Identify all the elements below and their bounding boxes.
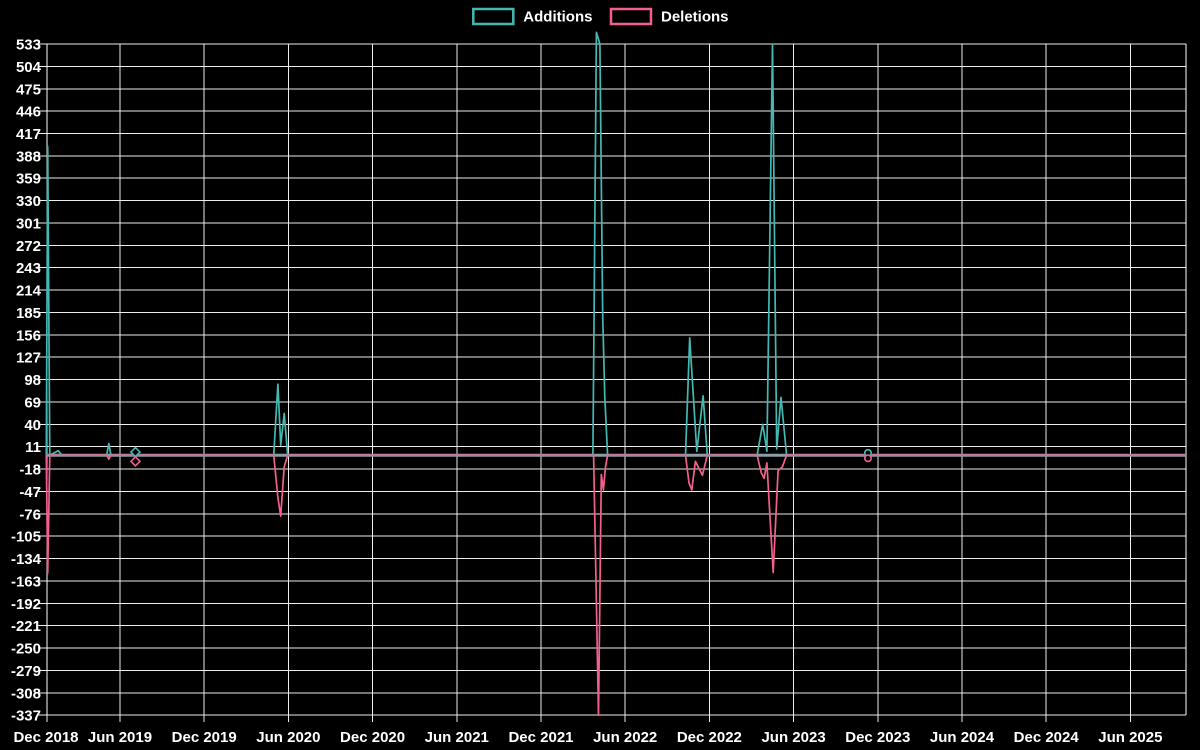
y-axis-label: -18 [19,462,41,479]
y-axis-label: 504 [16,59,42,76]
y-axis-label: 69 [24,394,41,411]
x-axis-label: Dec 2023 [845,729,910,746]
y-axis-label: -192 [11,596,41,613]
legend-item-deletions[interactable]: Deletions [609,7,729,26]
data-series [45,31,1186,717]
data-point-marker[interactable] [129,455,142,468]
y-axis-label: 156 [16,327,41,344]
x-axis-label: Jun 2023 [761,729,825,746]
y-axis-label: 272 [16,238,41,255]
x-axis-label: Dec 2021 [508,729,573,746]
legend-swatch-deletions [609,7,653,26]
y-axis-label: 214 [16,283,42,300]
y-axis-label: 330 [16,193,41,210]
y-axis-label: 446 [16,104,41,121]
y-axis-label: -279 [11,663,41,680]
y-axis-label: -47 [19,484,41,501]
y-axis-label: -337 [11,708,41,725]
y-axis-labels: 533 504 475 446 417 388 359 330 301 272 243 214 185 1… [11,37,42,725]
y-axis-label: -134 [11,551,42,568]
y-axis-label: 185 [16,305,41,322]
x-axis-label: Jun 2020 [256,729,320,746]
y-axis-label: -105 [11,529,41,546]
x-axis-label: Jun 2024 [930,729,995,746]
x-axis-label: Jun 2019 [88,729,152,746]
legend: Additions Deletions [472,7,729,26]
axes [38,43,1187,723]
y-axis-label: -250 [11,641,41,658]
gridlines [47,43,1186,716]
x-axis-label: Dec 2020 [340,729,405,746]
legend-label-additions: Additions [523,9,592,26]
y-axis-label: -221 [11,618,41,635]
y-axis-label: -76 [19,506,41,523]
x-axis-label: Jun 2025 [1098,729,1162,746]
y-axis-label: -308 [11,685,41,702]
y-axis-label: 98 [24,372,41,389]
y-axis-label: 301 [16,215,41,232]
legend-label-deletions: Deletions [661,9,729,26]
y-axis-label: 359 [16,171,41,188]
y-axis-label: 417 [16,126,41,143]
x-axis-label: Jun 2021 [425,729,489,746]
data-point-markers [129,446,872,468]
x-axis-labels: Dec 2018 Jun 2019 Dec 2019 Jun 2020 Dec 2020… [13,729,1162,746]
x-axis-label: Dec 2024 [1014,729,1080,746]
x-axis-label: Dec 2022 [677,729,742,746]
y-axis-label: -163 [11,573,41,590]
x-axis-label: Jun 2022 [593,729,657,746]
legend-swatch-additions [472,7,515,26]
x-axis-label: Dec 2018 [13,729,78,746]
y-axis-label: 388 [16,148,41,165]
y-axis-label: 533 [16,37,41,54]
data-point-marker[interactable] [863,454,872,463]
y-axis-label: 11 [25,439,41,456]
series-line-additions[interactable] [45,31,1186,457]
y-axis-label: 40 [24,417,41,434]
x-axis-label: Dec 2019 [172,729,237,746]
series-line-deletions[interactable] [45,454,1186,717]
y-axis-label: 243 [16,260,41,277]
legend-item-additions[interactable]: Additions [472,7,592,26]
y-axis-label: 127 [16,350,41,367]
y-axis-label: 475 [16,81,41,98]
